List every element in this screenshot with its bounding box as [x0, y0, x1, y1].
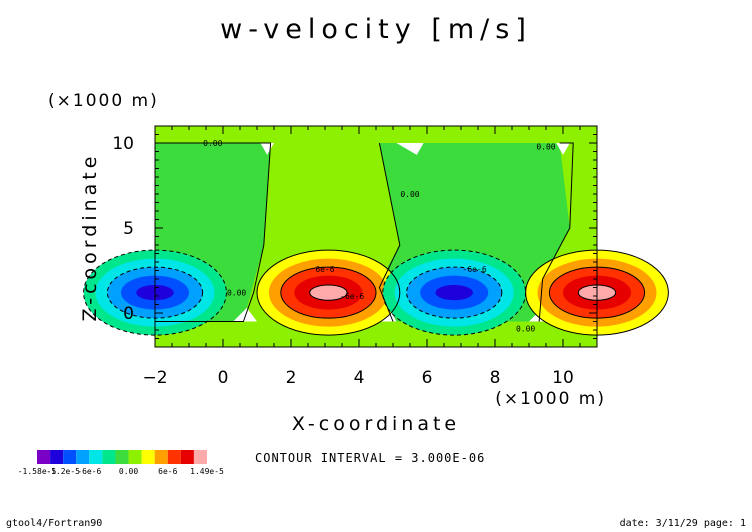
- colorbar-label: -6e-6: [77, 467, 101, 476]
- y-tick-label: 0: [123, 304, 134, 324]
- x-tick-label: 2: [286, 368, 297, 388]
- colorbar-swatch: [167, 450, 181, 464]
- colorbar-swatch: [76, 450, 90, 464]
- y-tick-labels: 0 5 10: [112, 134, 134, 324]
- x-tick-label: 4: [354, 368, 365, 388]
- chart-title: w-velocity [m/s]: [220, 14, 532, 45]
- colorbar-label: 0.00: [119, 467, 138, 476]
- x-tick-label: 6: [422, 368, 433, 388]
- y-tick-label: 10: [112, 134, 134, 154]
- colorbar-labels: -1.58e-5-1.2e-5-6e-6 0.00 6e-6 1.49e-5: [18, 467, 224, 476]
- contour-labels: 0.00 0.00 0.00 0.00 0.00 6e-6 -6e-6 -6e-6: [203, 139, 556, 333]
- contour-label: 0.00: [203, 139, 222, 148]
- y-axis-label: Z-coordinate: [79, 153, 101, 322]
- plot-area: 0.00 0.00 0.00 0.00 0.00 6e-6 -6e-6 -6e-6: [83, 125, 669, 348]
- contour-label: 0.00: [400, 190, 419, 199]
- colorbar-swatch: [193, 450, 207, 464]
- colorbar-swatch: [50, 450, 64, 464]
- contour-label: -6e-6: [340, 292, 364, 301]
- colorbar-swatch: [115, 450, 129, 464]
- footer-right: date: 3/11/29 page: 1: [620, 518, 746, 529]
- fill-max-core: [309, 284, 348, 301]
- contour-label: 0.00: [536, 142, 555, 151]
- fill-band-top: [155, 126, 597, 143]
- colorbar-label: 6e-6: [158, 467, 177, 476]
- contour-positive-line: [256, 249, 401, 336]
- x-axis-label: X-coordinate: [292, 413, 460, 435]
- contour-positive-line: [280, 266, 377, 319]
- axis-ticks: [154, 125, 598, 348]
- x-tick-label: −2: [142, 368, 167, 388]
- colorbar-label: -1.2e-5: [46, 467, 80, 476]
- contour-label: 0.00: [227, 289, 246, 298]
- colorbar-swatch: [63, 450, 77, 464]
- contour-zero-line: [155, 142, 272, 322]
- colorbar-swatch: [154, 450, 168, 464]
- x-tick-label: 10: [552, 368, 574, 388]
- y-axis-unit: (×1000 m): [48, 91, 159, 111]
- fill-band-bottom: [155, 321, 597, 347]
- contour-zero-line: [538, 142, 574, 322]
- colorbar-swatch: [180, 450, 194, 464]
- fill-notch: [233, 307, 257, 322]
- y-tick-label: 5: [123, 219, 134, 239]
- x-tick-label: 8: [490, 368, 501, 388]
- footer-left: gtool4/Fortran90: [6, 518, 102, 529]
- contour-fills: [83, 126, 669, 347]
- fill-notch: [556, 143, 570, 155]
- contour-label: 0.00: [516, 324, 535, 333]
- x-tick-label: 0: [218, 368, 229, 388]
- colorbar-swatch: [37, 450, 51, 464]
- contour-negative-line: [406, 266, 503, 319]
- colorbar: [37, 450, 207, 464]
- colorbar-swatch: [141, 450, 155, 464]
- colorbar-swatch: [102, 450, 116, 464]
- contour-label: 6e-6: [315, 265, 334, 274]
- colorbar-swatch: [128, 450, 142, 464]
- contour-negative-line: [83, 249, 227, 336]
- contour-positive-line: [309, 284, 348, 301]
- contour-label: -6e-6: [463, 265, 487, 274]
- fill-min-core: [435, 284, 473, 301]
- fill-notch: [396, 143, 424, 155]
- colorbar-swatch: [89, 450, 103, 464]
- x-axis-unit: (×1000 m): [495, 389, 606, 409]
- colorbar-label: 1.49e-5: [190, 467, 224, 476]
- x-tick-labels: −2 0 2 4 6 8 10: [142, 368, 573, 388]
- colorbar-label: -1.58e-5: [18, 467, 57, 476]
- contour-interval-text: CONTOUR INTERVAL = 3.000E-06: [255, 451, 485, 465]
